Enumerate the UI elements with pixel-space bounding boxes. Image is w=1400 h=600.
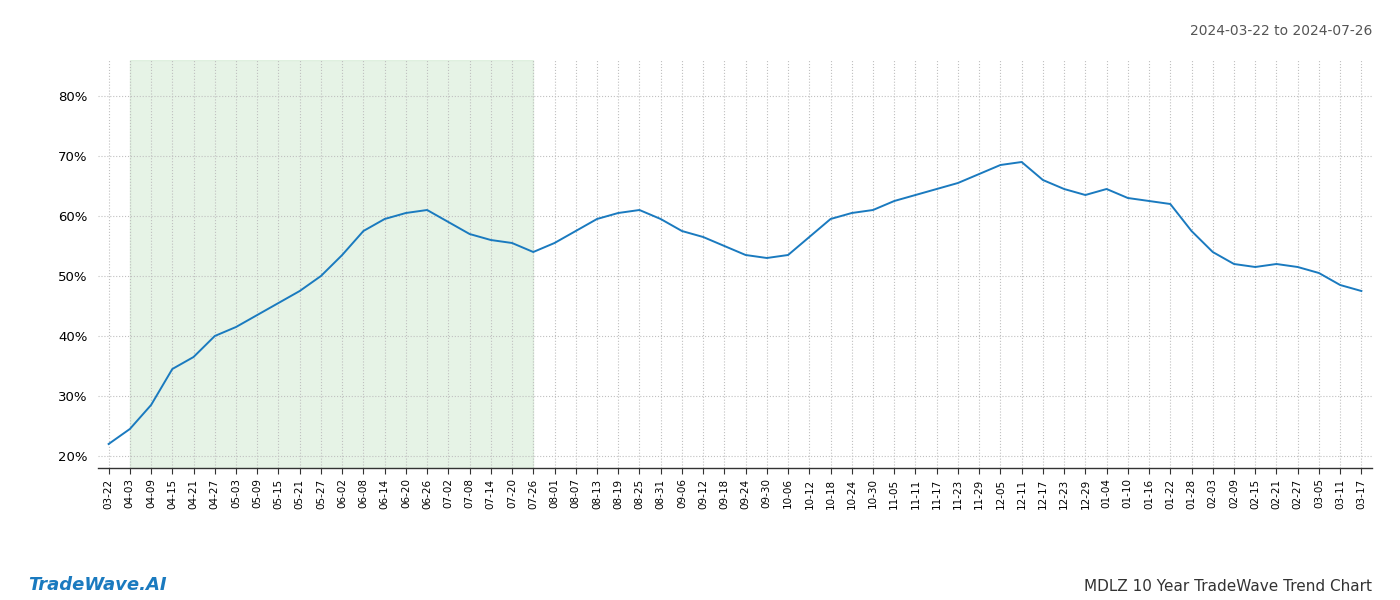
Bar — [130, 60, 533, 468]
Text: MDLZ 10 Year TradeWave Trend Chart: MDLZ 10 Year TradeWave Trend Chart — [1084, 579, 1372, 594]
Text: 2024-03-22 to 2024-07-26: 2024-03-22 to 2024-07-26 — [1190, 24, 1372, 38]
Text: TradeWave.AI: TradeWave.AI — [28, 576, 167, 594]
